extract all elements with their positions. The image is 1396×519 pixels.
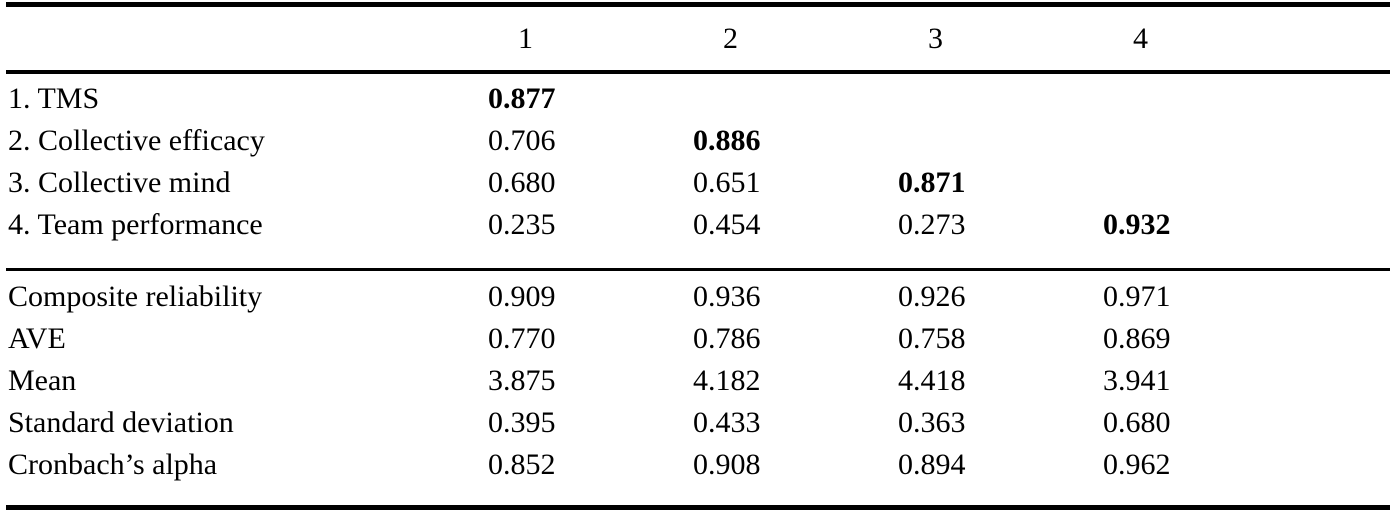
value-cell: 0.869: [1103, 322, 1171, 355]
row-label: Standard deviation: [8, 406, 234, 439]
column-header-3: 3: [928, 22, 943, 55]
value-cell: 0.852: [488, 448, 556, 481]
row-label: AVE: [8, 322, 66, 355]
table-top-rule: [6, 2, 1390, 7]
row-label: Mean: [8, 364, 77, 397]
value-cell: 0.932: [1103, 208, 1171, 241]
value-cell: 0.962: [1103, 448, 1171, 481]
value-cell: 0.908: [693, 448, 761, 481]
section-divider-rule: [6, 268, 1390, 271]
value-cell: 0.770: [488, 322, 556, 355]
row-label: 1. TMS: [8, 82, 100, 115]
value-cell: 0.363: [898, 406, 966, 439]
value-cell: 0.886: [693, 124, 761, 157]
value-cell: 0.454: [693, 208, 761, 241]
value-cell: 0.877: [488, 82, 556, 115]
value-cell: 0.909: [488, 280, 556, 313]
column-header-1: 1: [518, 22, 533, 55]
value-cell: 0.395: [488, 406, 556, 439]
row-label: Cronbach’s alpha: [8, 448, 218, 481]
statistics-section: Composite reliability 0.909 0.936 0.926 …: [6, 271, 1390, 505]
value-cell: 3.875: [488, 364, 556, 397]
row-label: 4. Team performance: [8, 208, 263, 241]
correlation-table: 1 2 3 4 1. TMS 0.877 2. Collective effic…: [6, 2, 1390, 510]
value-cell: 0.786: [693, 322, 761, 355]
table-row-team-performance: 4. Team performance 0.235 0.454 0.273 0.…: [6, 204, 1390, 246]
table-row-standard-deviation: Standard deviation 0.395 0.433 0.363 0.6…: [6, 402, 1390, 444]
value-cell: 0.651: [693, 166, 761, 199]
value-cell: 4.182: [693, 364, 761, 397]
table-row-tms: 1. TMS 0.877: [6, 78, 1390, 120]
correlation-section: 1. TMS 0.877 2. Collective efficacy 0.70…: [6, 74, 1390, 268]
row-label: 2. Collective efficacy: [8, 124, 265, 157]
value-cell: 0.433: [693, 406, 761, 439]
value-cell: 0.235: [488, 208, 556, 241]
table-row-ave: AVE 0.770 0.786 0.758 0.869: [6, 318, 1390, 360]
value-cell: 0.273: [898, 208, 966, 241]
table-header-row: 1 2 3 4: [6, 7, 1390, 70]
header-divider-rule: [6, 70, 1390, 74]
column-header-2: 2: [723, 22, 738, 55]
value-cell: 4.418: [898, 364, 966, 397]
value-cell: 0.926: [898, 280, 966, 313]
value-cell: 3.941: [1103, 364, 1171, 397]
value-cell: 0.871: [898, 166, 966, 199]
table-row-collective-efficacy: 2. Collective efficacy 0.706 0.886: [6, 120, 1390, 162]
row-label: Composite reliability: [8, 280, 263, 313]
value-cell: 0.680: [488, 166, 556, 199]
value-cell: 0.758: [898, 322, 966, 355]
column-header-4: 4: [1133, 22, 1148, 55]
value-cell: 0.706: [488, 124, 556, 157]
table-row-composite-reliability: Composite reliability 0.909 0.936 0.926 …: [6, 276, 1390, 318]
table-row-mean: Mean 3.875 4.182 4.418 3.941: [6, 360, 1390, 402]
table-row-collective-mind: 3. Collective mind 0.680 0.651 0.871: [6, 162, 1390, 204]
row-label: 3. Collective mind: [8, 166, 231, 199]
value-cell: 0.971: [1103, 280, 1171, 313]
value-cell: 0.894: [898, 448, 966, 481]
table-row-cronbachs-alpha: Cronbach’s alpha 0.852 0.908 0.894 0.962: [6, 444, 1390, 486]
value-cell: 0.936: [693, 280, 761, 313]
table-bottom-rule: [6, 505, 1390, 510]
value-cell: 0.680: [1103, 406, 1171, 439]
